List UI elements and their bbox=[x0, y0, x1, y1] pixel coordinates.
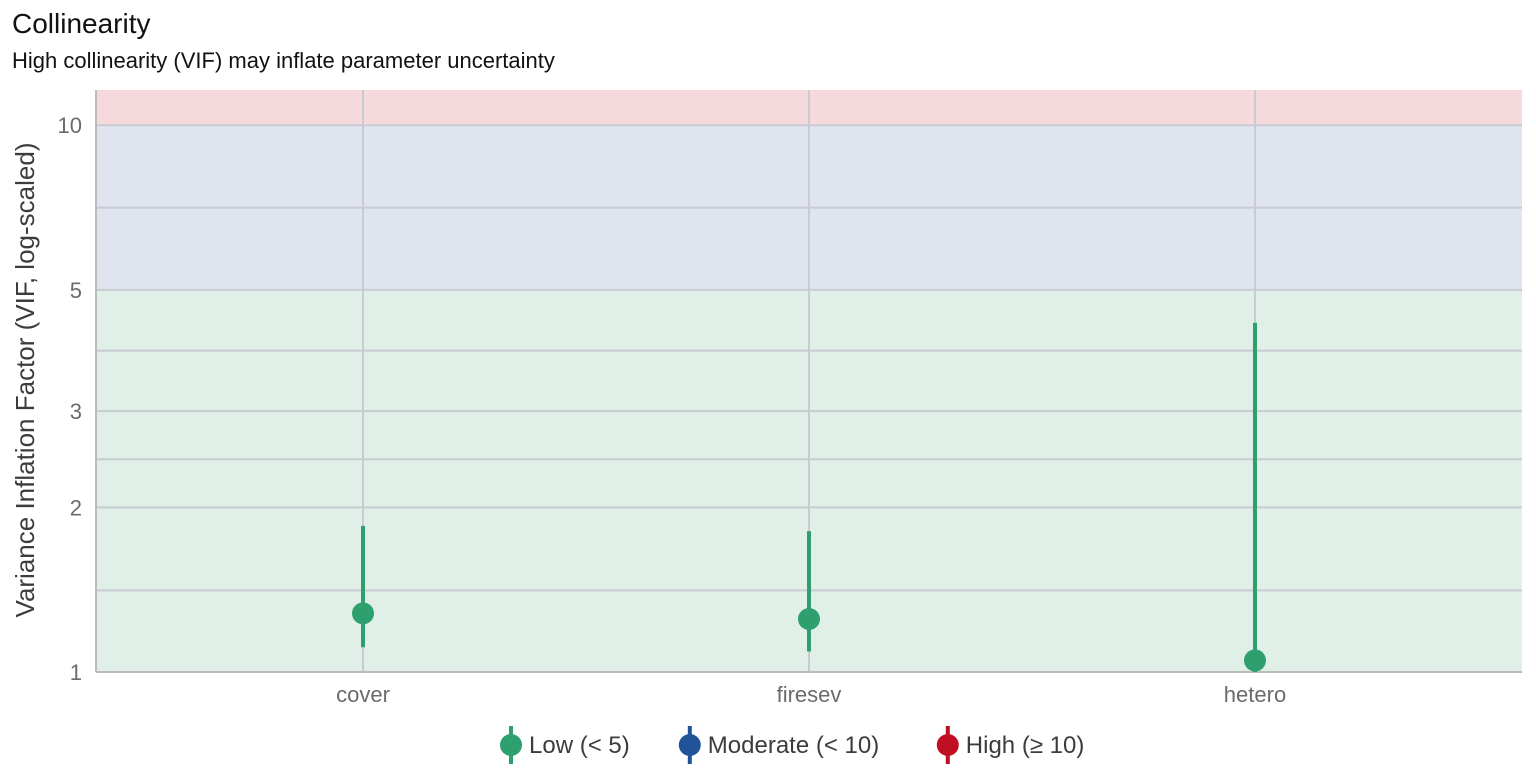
data-point bbox=[1244, 649, 1266, 672]
legend-item: Low (< 5) bbox=[500, 726, 630, 764]
y-tick-label: 1 bbox=[70, 660, 82, 685]
legend-key-point bbox=[936, 734, 959, 756]
x-tick-label: cover bbox=[336, 682, 390, 707]
y-axis-title: Variance Inflation Factor (VIF, log-scal… bbox=[10, 143, 40, 618]
legend-label: Low (< 5) bbox=[529, 732, 630, 759]
data-point bbox=[352, 602, 374, 625]
x-tick-label: firesev bbox=[777, 682, 842, 707]
x-tick-label: hetero bbox=[1224, 682, 1286, 707]
legend-key-point bbox=[500, 734, 522, 756]
y-tick-label: 5 bbox=[70, 278, 82, 303]
legend-key-point bbox=[678, 734, 701, 756]
y-tick-label: 3 bbox=[70, 399, 82, 424]
y-tick-label: 10 bbox=[58, 113, 82, 138]
legend-label: High (≥ 10) bbox=[966, 732, 1085, 759]
legend-item: Moderate (< 10) bbox=[678, 726, 879, 764]
chart-title: Collinearity bbox=[12, 8, 151, 39]
chart-subtitle: High collinearity (VIF) may inflate para… bbox=[12, 48, 555, 73]
data-point bbox=[798, 608, 820, 631]
legend-item: High (≥ 10) bbox=[936, 726, 1085, 764]
y-tick-label: 2 bbox=[70, 495, 82, 520]
legend-label: Moderate (< 10) bbox=[708, 732, 879, 759]
